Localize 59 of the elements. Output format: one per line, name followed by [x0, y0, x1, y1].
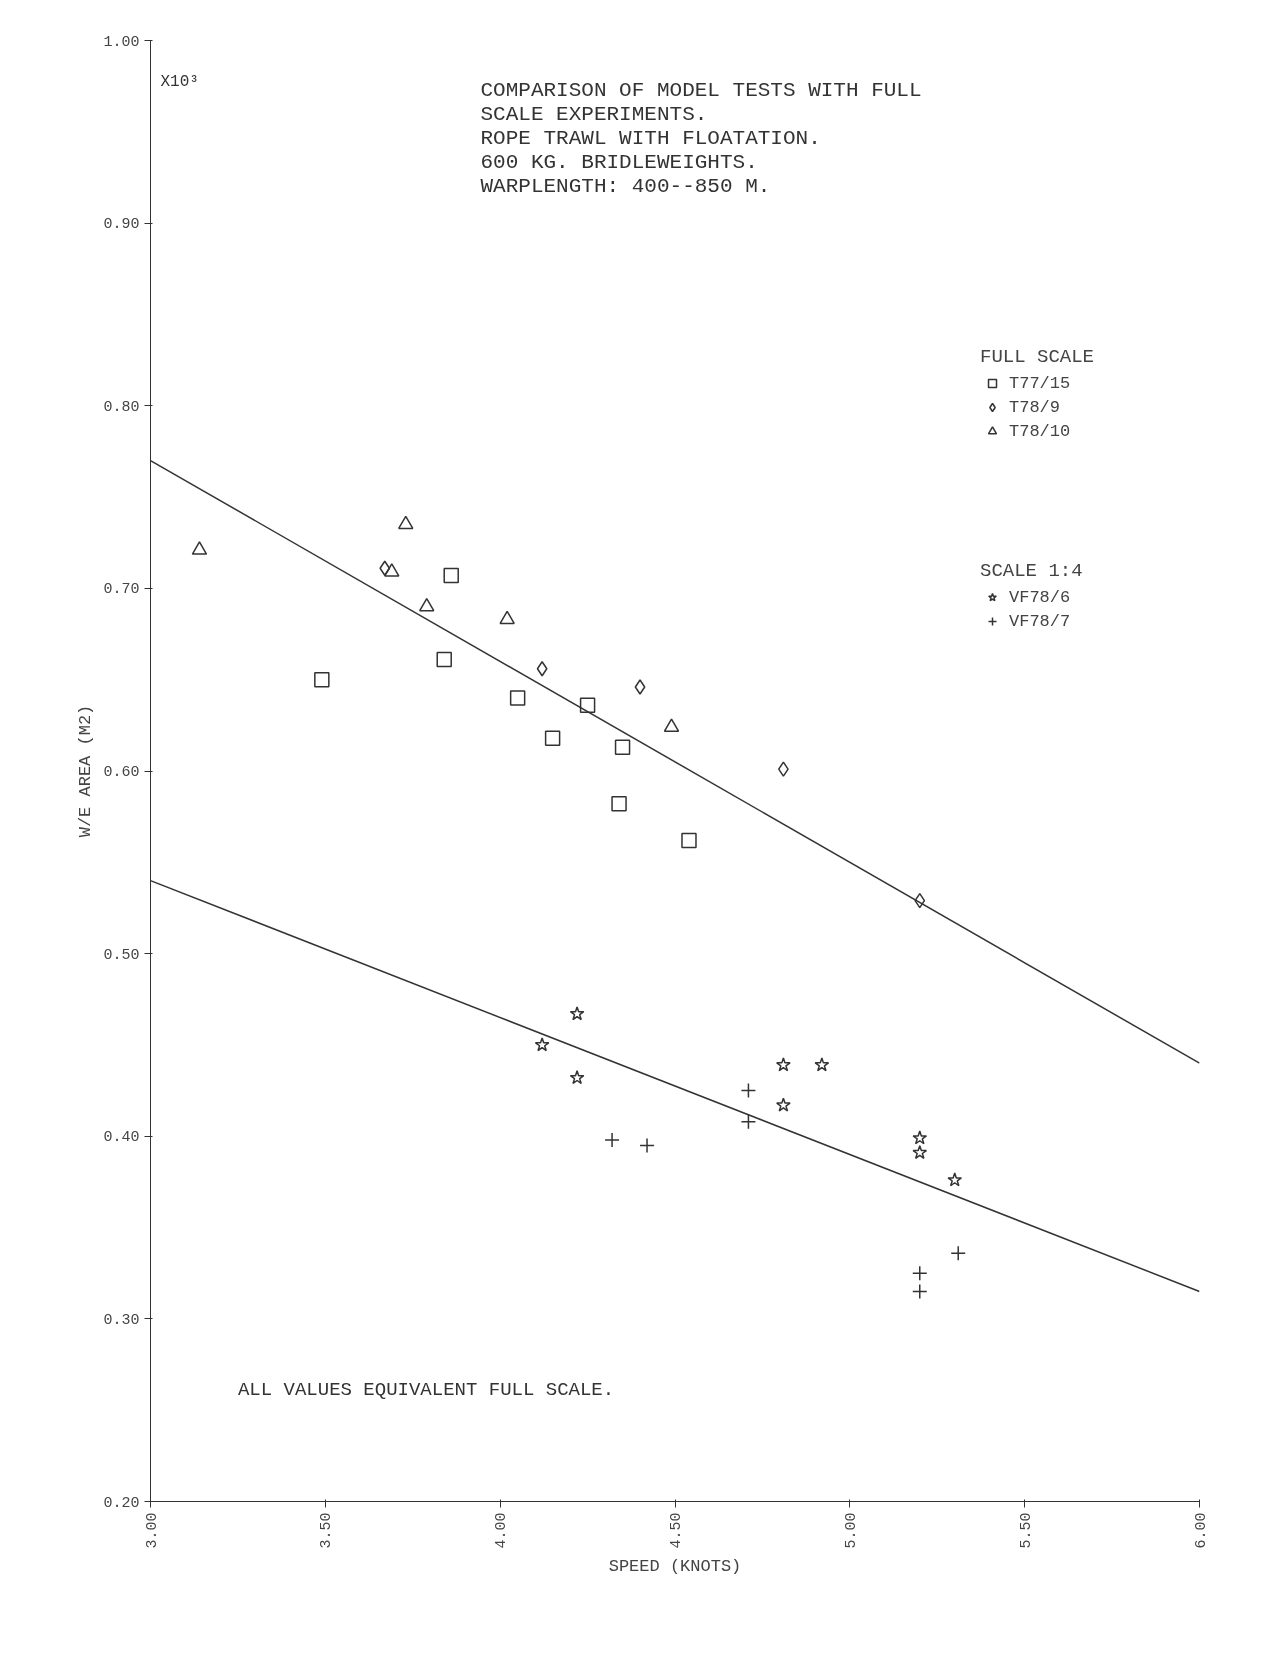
annotation: X10³ [160, 72, 199, 91]
annotation: ALL VALUES EQUIVALENT FULL SCALE. [237, 1379, 615, 1402]
legend-label: T78/10 [1009, 421, 1071, 441]
annotation: FULL SCALE [980, 346, 1095, 368]
point [509, 690, 526, 706]
point [775, 1057, 791, 1072]
point [443, 567, 459, 584]
text: ROPE TRAWL WITH FLOATATION. 600 KG. BRIDLEWEIGHTS. WARPLENGTH: 400--850 M. [480, 126, 821, 198]
legend-label: T77/15 [1009, 373, 1071, 393]
point [436, 651, 452, 668]
x-tick-label: 4.00 [493, 1512, 511, 1549]
point [569, 1070, 585, 1085]
y-tick-label: 0.80 [103, 398, 140, 416]
x-tick-label: 4.50 [668, 1512, 685, 1549]
point [775, 1097, 791, 1112]
legend-label: T78/9 [1009, 397, 1061, 417]
x-tick-label: 3.50 [318, 1512, 336, 1549]
point [777, 761, 789, 777]
legend-label: VF78/6 [1009, 587, 1071, 607]
y-tick-label: 0.90 [103, 216, 140, 234]
point [418, 597, 435, 612]
point [634, 679, 646, 695]
annotation: SCALE 1:4 [980, 560, 1083, 582]
x-tick-label: 5.00 [842, 1512, 860, 1549]
x-axis-title: SPEED (KNOTS) [608, 1556, 742, 1576]
point [663, 718, 680, 732]
x-tick-label: 6.00 [1192, 1512, 1210, 1549]
y-tick-label: 1.00 [103, 33, 140, 51]
point [740, 1082, 757, 1099]
point [611, 796, 627, 812]
point [912, 1144, 928, 1160]
point [191, 541, 208, 555]
point [912, 1130, 928, 1145]
text: COMPARISON OF MODEL TESTS WITH FULL SCALE EXPERIMENTS. [480, 78, 922, 126]
point [499, 610, 515, 625]
point [398, 515, 414, 530]
y-tick-label: 0.20 [103, 1494, 140, 1512]
point [534, 1037, 550, 1052]
y-tick-label: 0.60 [103, 764, 140, 781]
point [536, 660, 548, 677]
legend-label: VF78/7 [1009, 611, 1071, 631]
point [614, 739, 631, 756]
point [569, 1006, 585, 1021]
point [544, 730, 561, 746]
point [681, 832, 697, 849]
point [914, 892, 926, 909]
point [379, 560, 391, 577]
x-tick-label: 3.00 [143, 1512, 161, 1549]
y-axis-title: W/E AREA (M2) [76, 704, 96, 838]
y-tick-label: 0.70 [103, 581, 140, 599]
y-tick-label: 0.30 [103, 1311, 140, 1329]
point [947, 1172, 963, 1187]
x-tick-label: 5.50 [1017, 1512, 1035, 1549]
point [814, 1057, 830, 1072]
y-tick-label: 0.40 [103, 1129, 140, 1147]
point [384, 563, 400, 577]
point [314, 671, 330, 688]
y-tick-label: 0.50 [103, 946, 140, 964]
point [579, 697, 596, 714]
